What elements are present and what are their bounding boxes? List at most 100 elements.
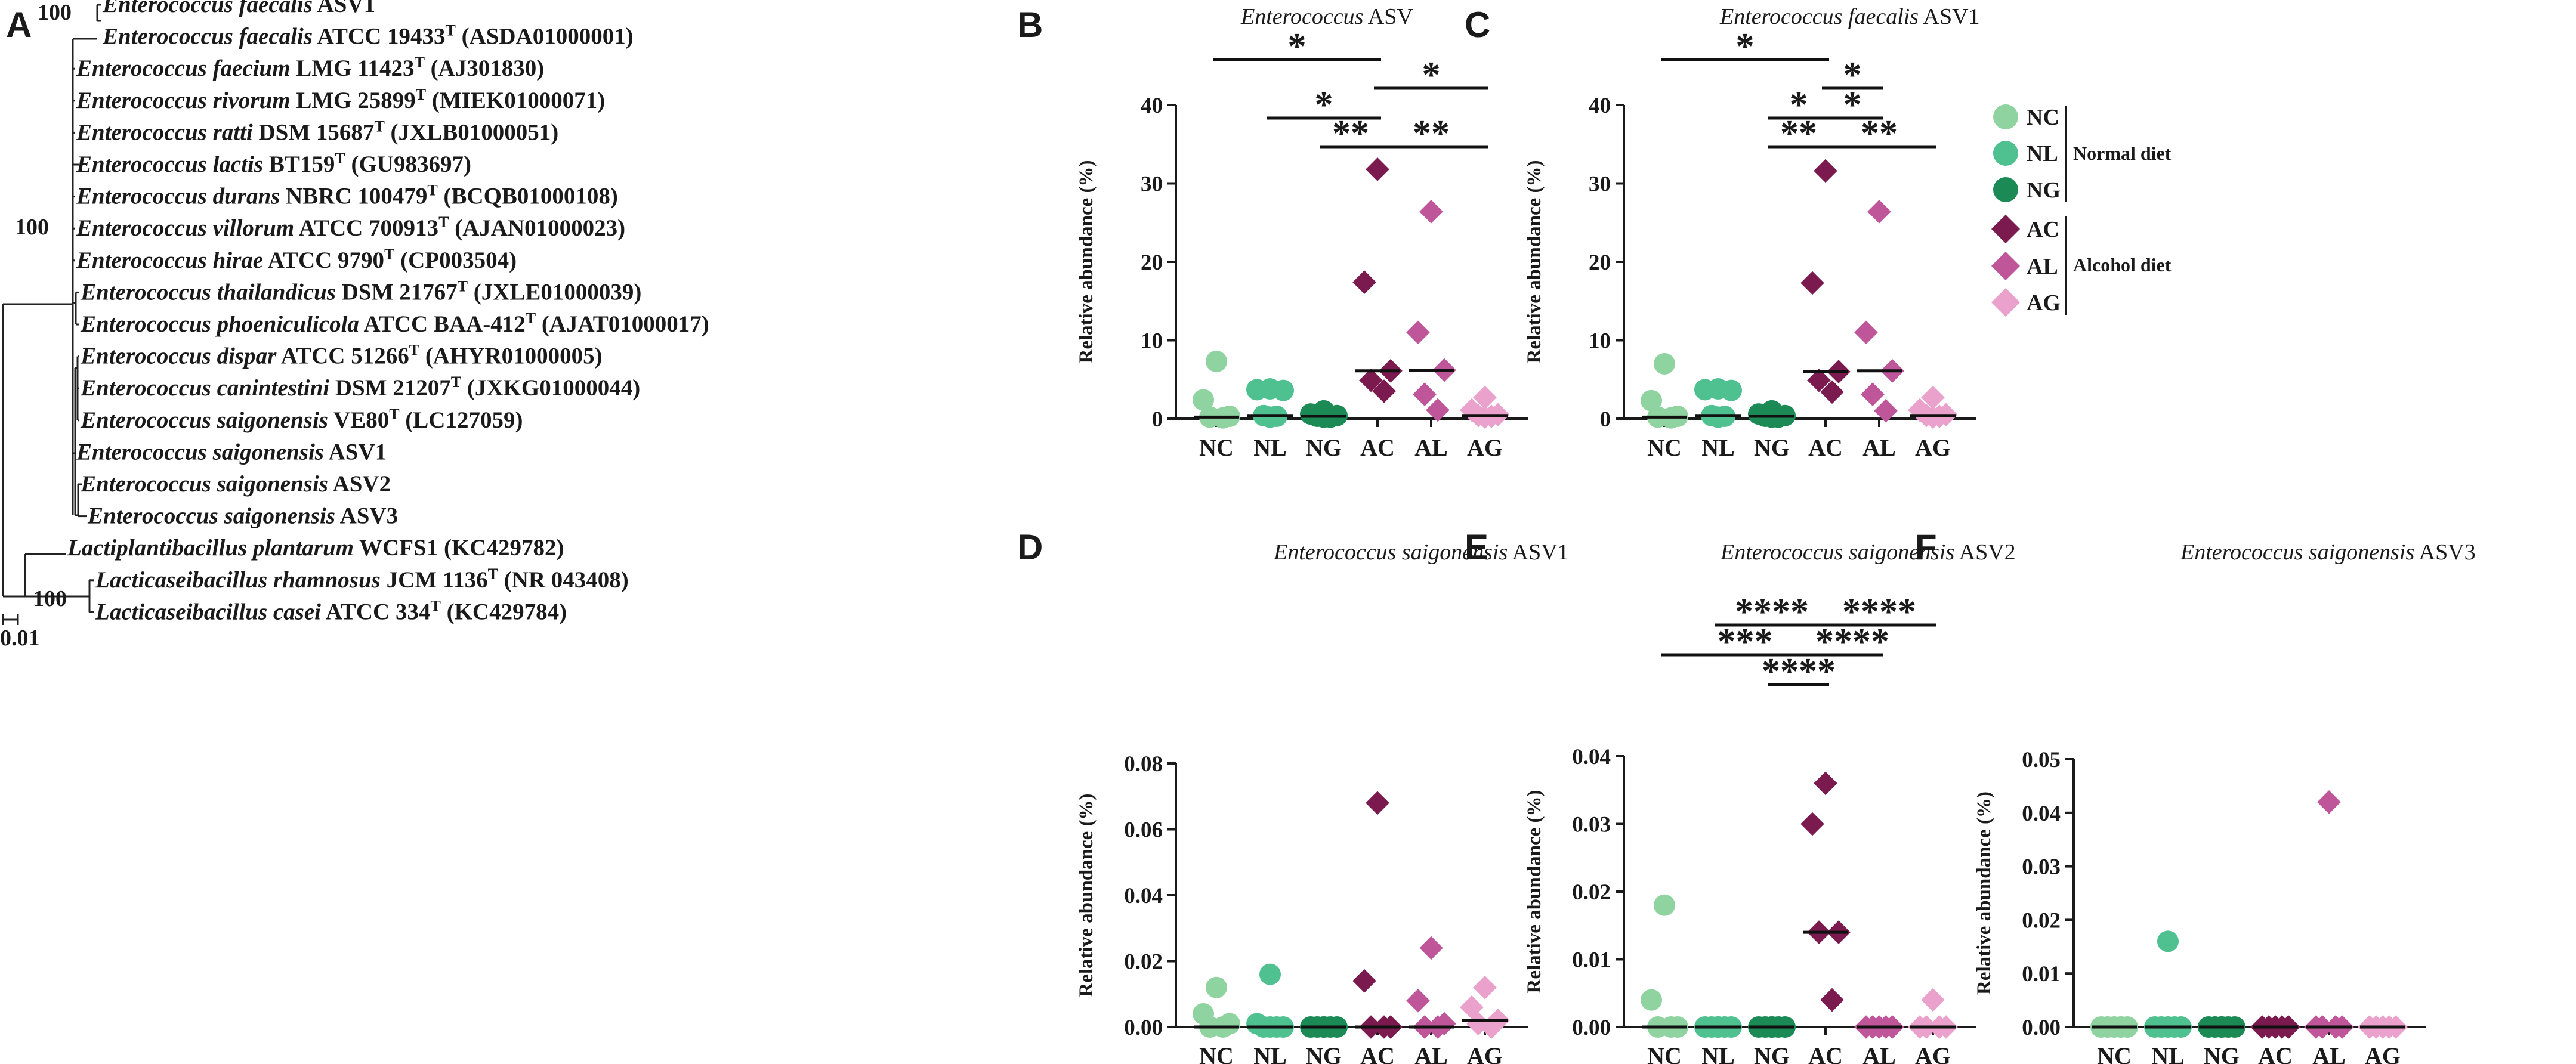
taxon-label: Enterococcus hirae ATCC 9790T (CP003504)	[76, 246, 517, 273]
data-point-ag	[1921, 385, 1945, 410]
x-tick-label: NC	[1647, 434, 1682, 461]
y-tick-label: 0.00	[1124, 1016, 1163, 1040]
x-tick-label: NL	[1253, 1043, 1287, 1064]
data-point-ac	[1366, 157, 1389, 181]
data-point-al	[1874, 399, 1898, 423]
significance-label: *	[1843, 55, 1862, 95]
chart-title: Enterococcus ASV	[1240, 4, 1413, 29]
data-point-nc	[1206, 351, 1227, 373]
y-tick-label: 30	[1141, 172, 1163, 197]
x-tick-label: AL	[2312, 1043, 2346, 1064]
y-axis-label: Relative abundance (%)	[1076, 794, 1097, 997]
data-point-al	[1854, 320, 1878, 345]
data-point-al	[1406, 320, 1430, 345]
y-axis-label: Relative abundance (%)	[1524, 160, 1545, 364]
x-tick-label: AG	[1915, 434, 1951, 461]
scale-bar-label: 0.01	[0, 626, 40, 651]
significance-label: *	[1790, 85, 1808, 125]
taxon-label: Enterococcus thailandicus DSM 21767T (JX…	[80, 277, 641, 305]
significance-label: *	[1843, 85, 1862, 125]
chart-title: Enterococcus faecalis ASV1	[1719, 4, 1980, 29]
x-tick-label: NL	[1701, 1043, 1735, 1064]
data-point-nl	[1694, 379, 1716, 401]
x-tick-label: AC	[2258, 1043, 2293, 1064]
x-tick-label: AL	[1414, 1043, 1448, 1064]
significance-label: ****	[1762, 651, 1836, 692]
y-tick-label: 40	[1589, 94, 1611, 118]
y-tick-label: 0.01	[2022, 962, 2061, 986]
data-point-nl	[1246, 379, 1268, 401]
x-tick-label: AL	[1862, 1043, 1896, 1064]
taxon-label: Enterococcus saigonensis ASV2	[80, 471, 391, 497]
chart-c: C Enterococcus faecalis ASV1 0 10 20 30 40 Rela…	[1465, 4, 1980, 461]
y-tick-label: 0.04	[1572, 745, 1611, 769]
taxon-label: Enterococcus saigonensis ASV3	[87, 503, 398, 529]
legend-label-nc: NC	[2027, 105, 2059, 130]
data-point-al	[1426, 398, 1450, 422]
panel-label-a: A	[6, 5, 32, 45]
y-tick-label: 0.08	[1124, 752, 1163, 777]
significance-label: **	[1332, 113, 1369, 154]
taxon-label: Lacticaseibacillus rhamnosus JCM 1136T (…	[95, 565, 629, 593]
y-tick-label: 0.00	[2022, 1016, 2061, 1040]
data-point-ag	[1473, 405, 1497, 429]
y-tick-label: 40	[1141, 94, 1163, 118]
significance-label: **	[1780, 113, 1817, 154]
data-point-al	[2317, 790, 2341, 814]
x-tick-label: NC	[2097, 1043, 2132, 1064]
panel-label-b: B	[1017, 5, 1043, 45]
data-point-ac	[1807, 368, 1831, 392]
data-point-al	[1867, 200, 1891, 224]
data-point-nc	[1206, 976, 1227, 998]
legend-label-ng: NG	[2027, 178, 2061, 203]
taxon-label: Enterococcus faecium LMG 11423T (AJ30183…	[76, 54, 544, 81]
data-point-ac	[1820, 380, 1844, 404]
data-point-nc	[1641, 989, 1662, 1011]
legend-group-normal: Normal diet	[2073, 143, 2172, 164]
data-point-nl	[2157, 930, 2179, 952]
significance-label: *	[1315, 85, 1333, 125]
y-axis-label: Relative abundance (%)	[1076, 160, 1097, 364]
x-tick-label: AC	[1360, 434, 1395, 461]
y-tick-label: 0.02	[1124, 950, 1163, 975]
legend-label-nl: NL	[2027, 141, 2058, 166]
chart-title: Enterococcus saigonensis ASV2	[1720, 540, 2016, 565]
x-tick-label: AC	[1808, 434, 1843, 461]
data-point-nl	[1272, 379, 1294, 401]
x-tick-label: AG	[2365, 1043, 2401, 1064]
y-tick-label: 10	[1589, 329, 1611, 354]
taxon-label: Enterococcus lactis BT159T (GU983697)	[76, 150, 471, 177]
data-point-ag	[1473, 975, 1497, 1000]
y-tick-label: 0	[1600, 407, 1611, 432]
taxon-label: Enterococcus durans NBRC 100479T (BCQB01…	[76, 182, 618, 209]
y-tick-label: 0.06	[1124, 818, 1163, 843]
legend-marker-ag	[1991, 287, 2021, 317]
taxon-label: Enterococcus faecalis ATCC 19433T (ASDA0…	[102, 22, 634, 50]
bootstrap-value: 100	[33, 586, 67, 611]
significance-label: ****	[1815, 621, 1889, 662]
taxon-label: Enterococcus rivorum LMG 25899T (MIEK010…	[76, 86, 605, 113]
data-point-nc	[1641, 389, 1662, 412]
taxon-label: Lactiplantibacillus plantarum WCFS1 (KC4…	[67, 535, 564, 561]
data-point-ac	[1366, 791, 1389, 815]
data-point-ac	[1814, 771, 1837, 796]
data-point-al	[1406, 989, 1430, 1013]
taxon-label: Enterococcus saigonensis VE80T (LC127059…	[80, 406, 523, 433]
legend-marker-nc	[1993, 104, 2018, 129]
y-tick-label: 0.00	[1572, 1016, 1611, 1040]
significance-label: ****	[1735, 592, 1809, 632]
x-tick-label: NC	[1199, 434, 1234, 461]
data-point-nc	[1193, 389, 1214, 411]
y-tick-label: 0.03	[1572, 813, 1611, 837]
data-point-nc	[1654, 894, 1675, 916]
y-tick-label: 0.02	[2022, 908, 2061, 933]
x-tick-label: NG	[1306, 434, 1342, 461]
taxon-label: Enterococcus villorum ATCC 700913T (AJAN…	[76, 214, 625, 241]
significance-label: *	[1288, 26, 1306, 67]
legend-marker-ng	[1993, 177, 2018, 202]
x-tick-label: NG	[1754, 434, 1790, 461]
data-point-ac	[1814, 159, 1837, 183]
data-point-al	[1419, 200, 1443, 224]
x-tick-label: NG	[1754, 1043, 1790, 1064]
